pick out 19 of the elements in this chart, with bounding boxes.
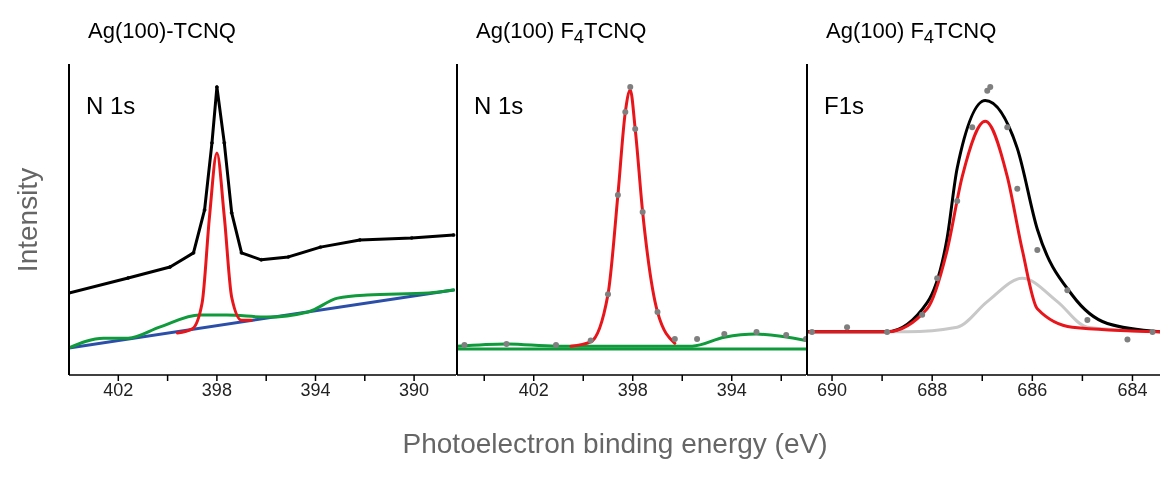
y-axis-title: Intensity: [12, 167, 44, 272]
x-tick-label: 686: [1017, 379, 1048, 400]
x-tick-label: 394: [300, 379, 331, 400]
x-tick-label: 398: [201, 379, 232, 400]
annotation: F1s: [824, 92, 865, 120]
x-tick-label: 402: [103, 379, 134, 400]
x-tick-label: 684: [1117, 379, 1148, 400]
chart-title: Ag(100) F$_{4}$TCNQ: [826, 18, 997, 49]
x-tick-label: 398: [617, 379, 648, 400]
annotation: N 1s: [474, 92, 524, 120]
chart-title: Ag(100) F$_{4}$TCNQ: [476, 18, 647, 49]
x-tick-label: 688: [917, 379, 948, 400]
x-tick-label: 402: [518, 379, 549, 400]
chart-title: Ag(100)-TCNQ: [88, 18, 236, 44]
annotation: N 1s: [86, 92, 136, 120]
x-axis-title: Photoelectron binding energy (eV): [401, 428, 829, 460]
x-tick-label: 394: [716, 379, 747, 400]
x-tick-label: 690: [817, 379, 848, 400]
x-tick-label: 390: [399, 379, 430, 400]
